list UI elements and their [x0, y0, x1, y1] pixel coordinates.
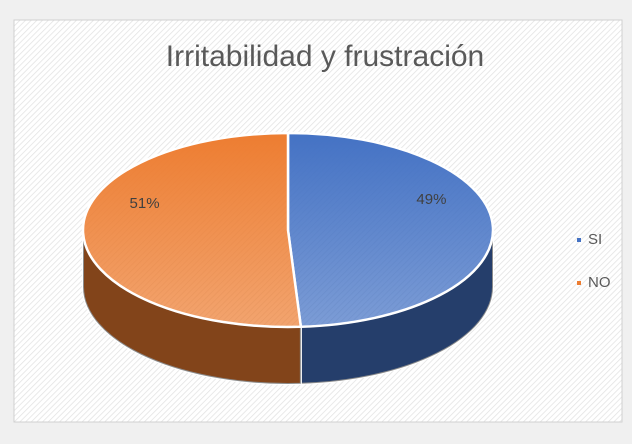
slice-side-shade: [83, 230, 301, 384]
data-label: 49%: [416, 191, 446, 208]
legend-marker: [577, 238, 581, 242]
data-label: 51%: [130, 195, 160, 212]
slice-side-shade: [300, 230, 493, 384]
chart-title: Irritabilidad y frustración: [166, 40, 484, 73]
legend-label: NO: [588, 274, 611, 291]
legend-label: SI: [588, 231, 602, 248]
slice: [81, 131, 303, 329]
legend-marker: [577, 281, 581, 285]
slice: [286, 131, 495, 329]
